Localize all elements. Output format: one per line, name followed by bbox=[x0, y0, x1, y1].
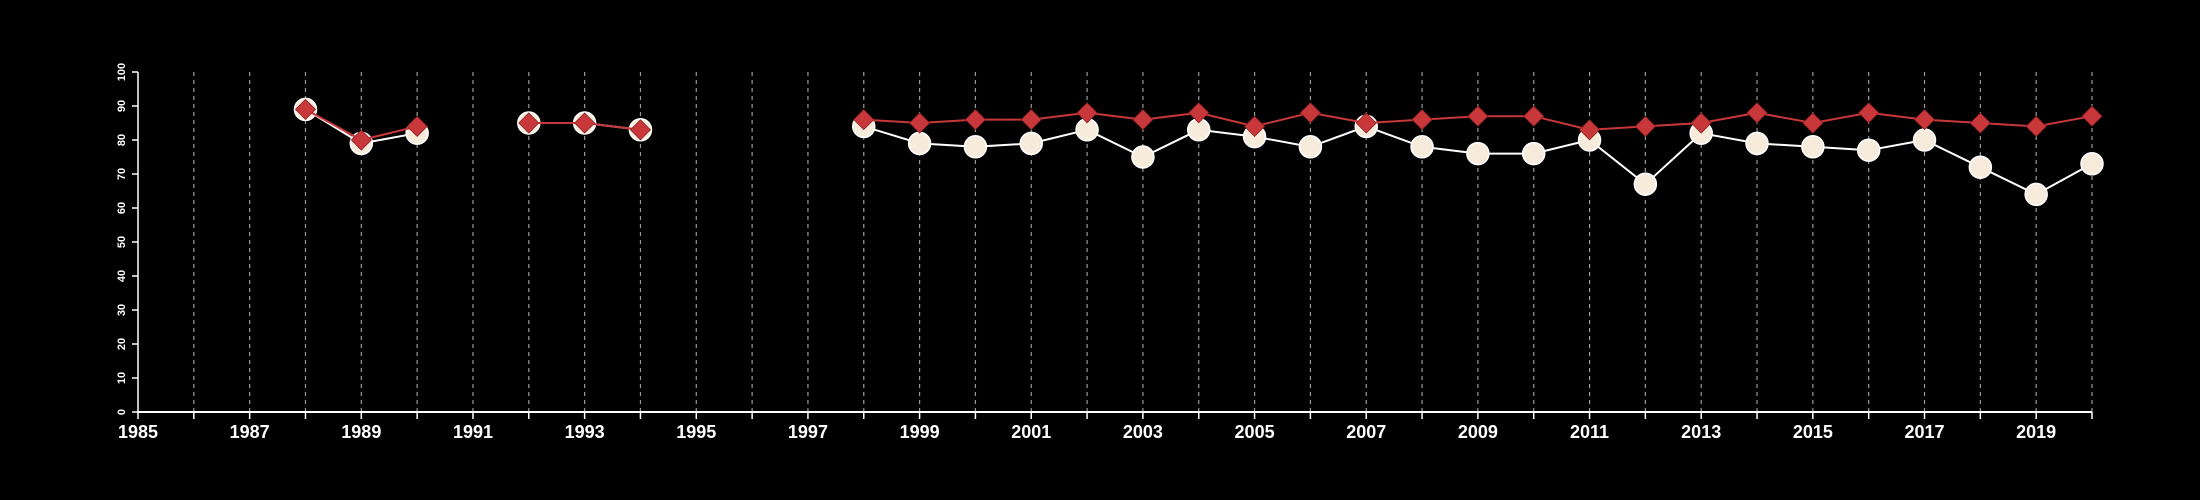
y-tick-label: 90 bbox=[116, 100, 128, 112]
data-point-circle bbox=[1801, 135, 1825, 159]
x-tick-label: 1987 bbox=[230, 422, 270, 442]
x-tick-label: 2001 bbox=[1011, 422, 1051, 442]
y-tick-label: 20 bbox=[116, 338, 128, 350]
data-point-diamond bbox=[1969, 112, 1991, 134]
tick-labels: 0 10 20 30 40 50 60 70 80 90 100 1985 1987 1989 1991 19… bbox=[116, 63, 2056, 442]
data-point-circle bbox=[1298, 135, 1323, 159]
x-tick-label: 2007 bbox=[1346, 422, 1386, 442]
y-tick-label: 70 bbox=[116, 168, 128, 180]
data-point-circle bbox=[1466, 141, 1490, 166]
x-tick-label: 2019 bbox=[2016, 422, 2056, 442]
data-point-diamond bbox=[1690, 112, 1712, 134]
data-point-circle bbox=[1019, 131, 1044, 156]
gridlines bbox=[193, 72, 2093, 412]
data-point-diamond bbox=[1578, 119, 1601, 141]
data-point-diamond bbox=[2081, 105, 2103, 127]
data-point-circle bbox=[1633, 172, 1658, 196]
data-point-diamond bbox=[1523, 105, 1545, 127]
x-tick-label: 2013 bbox=[1681, 422, 1721, 442]
x-tick-label: 1997 bbox=[788, 422, 828, 442]
data-point-diamond bbox=[294, 98, 317, 120]
y-tick-label: 40 bbox=[116, 270, 128, 282]
data-point-diamond bbox=[964, 109, 986, 131]
data-point-diamond bbox=[1299, 102, 1321, 124]
data-point-diamond bbox=[1467, 105, 1489, 127]
x-tick-label: 2011 bbox=[1570, 422, 1609, 442]
data-point-diamond bbox=[1020, 109, 1042, 131]
y-tick-label: 60 bbox=[116, 202, 128, 214]
series-layer bbox=[293, 97, 2104, 207]
x-tick-label: 2009 bbox=[1458, 422, 1498, 442]
data-point-diamond bbox=[2025, 115, 2047, 137]
data-point-diamond bbox=[1132, 109, 1154, 131]
y-tick-label: 50 bbox=[116, 236, 128, 248]
data-point-circle bbox=[1912, 128, 1937, 152]
x-tick-label: 2005 bbox=[1235, 422, 1275, 442]
x-tick-label: 2015 bbox=[1793, 422, 1833, 442]
data-point-circle bbox=[1968, 155, 1993, 179]
data-point-diamond bbox=[1244, 115, 1266, 137]
x-tick-label: 1999 bbox=[900, 422, 940, 442]
data-point-diamond bbox=[853, 109, 875, 131]
x-tick-label: 2003 bbox=[1123, 422, 1163, 442]
data-point-diamond bbox=[350, 129, 372, 151]
y-tick-label: 0 bbox=[116, 409, 128, 415]
data-point-diamond bbox=[1411, 109, 1433, 131]
y-tick-label: 80 bbox=[116, 134, 128, 146]
data-point-diamond bbox=[1858, 102, 1880, 124]
series-diamond-0 bbox=[294, 98, 2103, 151]
y-tick-label: 30 bbox=[116, 304, 128, 316]
data-point-circle bbox=[2024, 182, 2048, 207]
data-point-circle bbox=[907, 131, 932, 156]
data-point-diamond bbox=[1802, 112, 1824, 134]
data-point-diamond bbox=[1188, 102, 1210, 124]
data-point-circle bbox=[1856, 138, 1881, 162]
data-point-diamond bbox=[629, 119, 652, 141]
x-tick-label: 1989 bbox=[341, 422, 381, 442]
data-point-diamond bbox=[1355, 112, 1377, 134]
data-point-diamond bbox=[1913, 109, 1936, 131]
data-point-circle bbox=[963, 135, 988, 159]
x-tick-label: 1985 bbox=[118, 422, 158, 442]
data-point-circle bbox=[1521, 141, 1546, 166]
x-tick-label: 1993 bbox=[565, 422, 605, 442]
data-point-circle bbox=[1410, 135, 1434, 159]
x-tick-label: 2017 bbox=[1904, 422, 1944, 442]
data-point-circle bbox=[1745, 131, 1769, 156]
data-point-diamond bbox=[1076, 102, 1098, 124]
y-tick-label: 10 bbox=[116, 372, 128, 384]
data-point-diamond bbox=[518, 112, 540, 134]
data-point-circle bbox=[1131, 145, 1155, 169]
data-point-diamond bbox=[574, 112, 596, 134]
x-tick-label: 1995 bbox=[676, 422, 716, 442]
axes bbox=[132, 71, 2093, 419]
data-point-diamond bbox=[909, 112, 931, 134]
data-point-circle bbox=[2080, 152, 2104, 176]
data-point-diamond bbox=[1746, 102, 1768, 124]
y-tick-label: 100 bbox=[116, 63, 128, 81]
data-point-diamond bbox=[1634, 115, 1656, 137]
data-point-diamond bbox=[406, 115, 428, 137]
x-tick-label: 1991 bbox=[453, 422, 493, 442]
